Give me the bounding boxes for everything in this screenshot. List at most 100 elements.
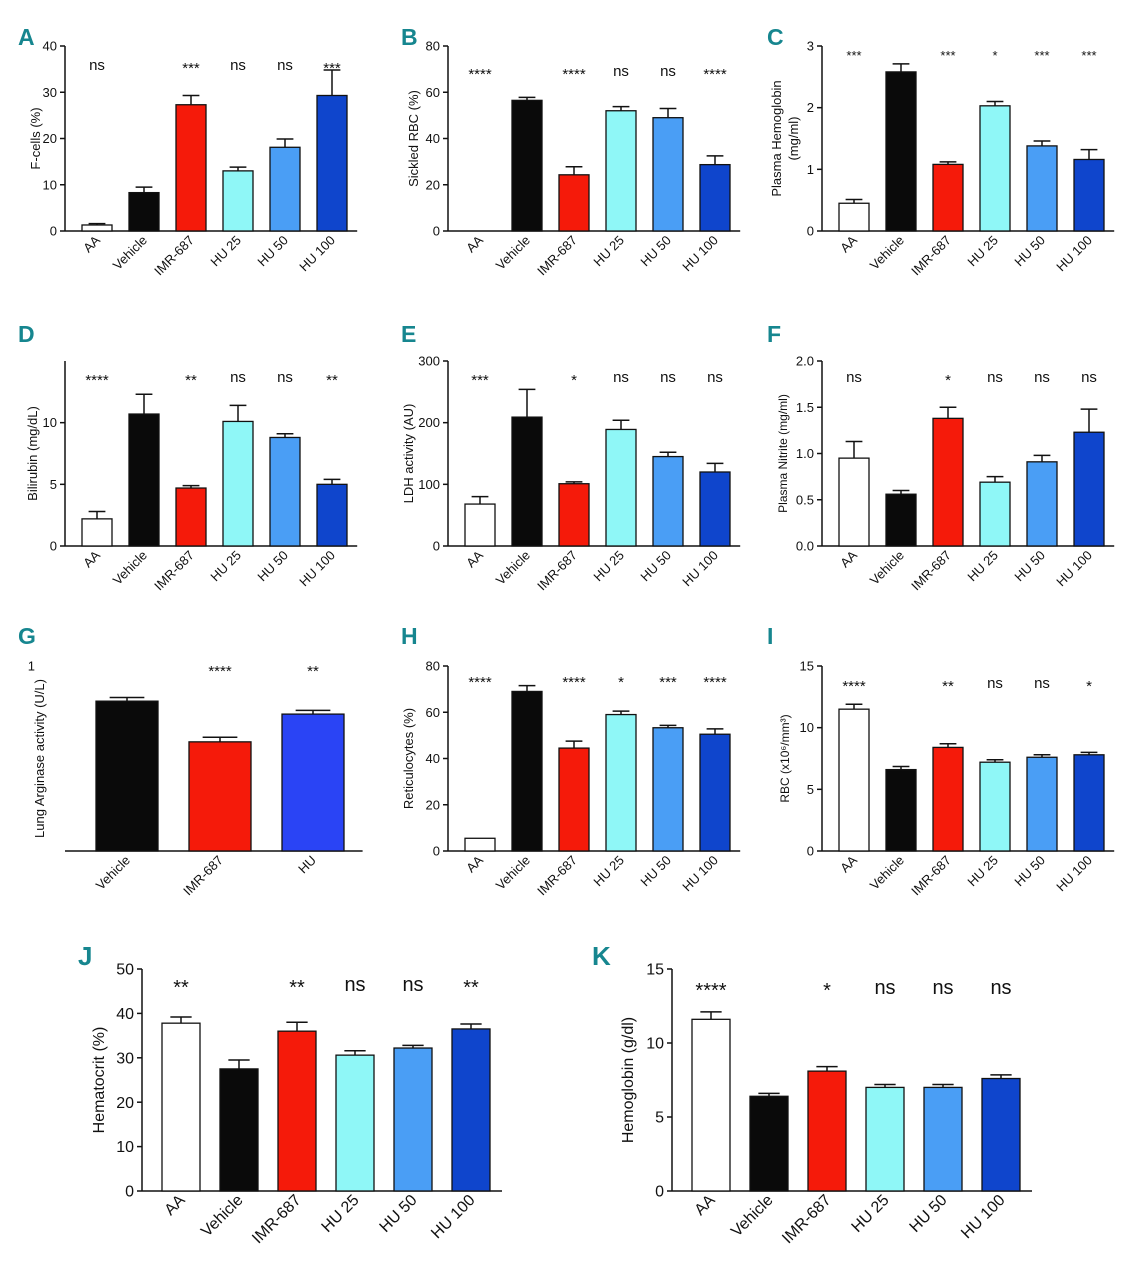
significance-label: ns [402, 974, 423, 996]
significance-label: ns [990, 977, 1011, 999]
significance-label: *** [659, 674, 677, 691]
y-tick-label: 3 [807, 39, 814, 54]
significance-label: **** [208, 663, 232, 680]
y-axis-label: LDH activity (AU) [401, 404, 416, 504]
bar-imr-687 [188, 741, 252, 852]
significance-label: *** [846, 48, 861, 63]
panel-letter-f: F [767, 321, 781, 347]
y-tick-label: 5 [50, 477, 57, 492]
significance-label: *** [182, 60, 200, 77]
significance-label: **** [842, 678, 866, 695]
y-tick-label: 0.0 [796, 539, 814, 554]
x-tick-label: HU 25 [207, 548, 244, 585]
x-tick-label: Vehicle [867, 853, 907, 893]
x-tick-label: HU 50 [907, 1192, 951, 1236]
bar-hu-50 [269, 146, 301, 232]
panel-c: C 0 1 2 3 Plasma Hemoglobin (mg/ml) *** AA Vehicl… [767, 24, 1115, 278]
bar-hu-50 [269, 436, 301, 547]
bar-imr-687 [175, 487, 207, 547]
x-tick-label: HU 25 [964, 853, 1001, 890]
significance-label: *** [471, 372, 489, 389]
bar-hu-100 [316, 483, 348, 547]
x-tick-label: Vehicle [493, 233, 533, 273]
x-tick-label: Vehicle [198, 1192, 247, 1241]
y-tick-label: 1 [807, 162, 814, 177]
x-tick-label: HU 50 [637, 233, 674, 270]
bar-hu-25 [979, 481, 1011, 547]
panel-letter-g: G [18, 623, 36, 649]
y-axis-label: Sickled RBC (%) [406, 90, 421, 187]
bar-hu-25 [222, 170, 254, 232]
y-axis-label: Lung Arginase activity (U/L) [32, 679, 47, 838]
significance-label: ns [874, 977, 895, 999]
panel-f: F 0.0 0.5 1.0 1.5 2.0 Plasma Nitrite (mg/ml) ns… [767, 321, 1115, 593]
x-tick-label: HU 100 [679, 548, 721, 590]
bar-hu-25 [865, 1086, 905, 1192]
x-tick-label: HU 25 [849, 1192, 893, 1236]
significance-label: ns [987, 369, 1003, 386]
y-tick-label: 0 [50, 539, 57, 554]
bar-vehicle [511, 416, 543, 547]
y-axis-label: Hematocrit (%) [91, 1027, 108, 1134]
bar-hu-100 [1073, 754, 1105, 852]
significance-label: * [823, 980, 831, 1002]
x-tick-label: Vehicle [110, 548, 150, 588]
panel-i: I 0 5 10 15 RBC (x10⁶/mm³) **** AA Vehicle ** IMR-… [767, 623, 1115, 898]
bar-hu-50 [1026, 461, 1058, 547]
bar-vehicle [128, 191, 160, 232]
x-tick-label: IMR-687 [534, 853, 580, 899]
significance-label: **** [85, 372, 109, 389]
x-tick-label: HU 100 [428, 1192, 478, 1242]
bar-imr-687 [277, 1030, 317, 1192]
bar-aa [464, 503, 496, 547]
significance-label: **** [468, 66, 492, 83]
x-tick-label: AA [463, 547, 486, 570]
significance-label: * [1086, 678, 1092, 695]
x-tick-label: HU 25 [590, 233, 627, 270]
x-tick-label: AA [837, 547, 860, 570]
x-tick-label: IMR-687 [151, 233, 197, 279]
significance-label: ** [463, 977, 479, 999]
y-tick-label: 1.5 [796, 400, 814, 415]
y-tick-label: 20 [43, 131, 57, 146]
significance-label: ns [89, 57, 105, 74]
x-tick-label: HU 100 [296, 548, 338, 590]
x-tick-label: Vehicle [728, 1192, 777, 1241]
x-tick-label: AA [692, 1192, 719, 1219]
panel-e: E 0 100 200 300 LDH activity (AU) *** AA Vehicle… [401, 321, 741, 594]
significance-label: * [992, 48, 997, 63]
significance-label: ** [185, 372, 197, 389]
panel-b: B 0 20 40 60 80 Sickled RBC (%) **** AA Vehicle **… [401, 24, 741, 278]
significance-label: **** [562, 674, 586, 691]
x-tick-label: AA [80, 547, 103, 570]
significance-label: * [618, 674, 624, 691]
significance-label: ns [660, 369, 676, 386]
x-tick-label: HU 100 [1053, 853, 1095, 895]
bar-vehicle [219, 1068, 259, 1192]
x-tick-label: HU 25 [590, 853, 627, 890]
bar-hu-25 [605, 713, 637, 852]
bar-aa [161, 1022, 201, 1192]
bar-aa [81, 224, 113, 232]
significance-label: * [571, 372, 577, 389]
x-tick-label: HU 50 [1011, 853, 1048, 890]
bar-imr-687 [558, 174, 590, 232]
x-tick-label: IMR-687 [534, 548, 580, 594]
significance-label: *** [1034, 48, 1049, 63]
significance-label: ns [613, 369, 629, 386]
bar-aa [464, 837, 496, 852]
bar-imr-687 [175, 104, 207, 232]
bar-hu-25 [979, 761, 1011, 852]
x-tick-label: AA [837, 852, 860, 875]
y-tick-label: 0 [655, 1184, 664, 1201]
y-tick-label: 200 [418, 415, 440, 430]
panel-letter-j: J [78, 941, 92, 971]
significance-label: ns [344, 974, 365, 996]
significance-label: ns [660, 63, 676, 80]
bar-imr-687 [932, 746, 964, 852]
panel-letter-i: I [767, 623, 773, 649]
y-tick-label: 60 [426, 705, 440, 720]
x-tick-label: HU 25 [590, 548, 627, 585]
x-tick-label: HU 25 [207, 233, 244, 270]
